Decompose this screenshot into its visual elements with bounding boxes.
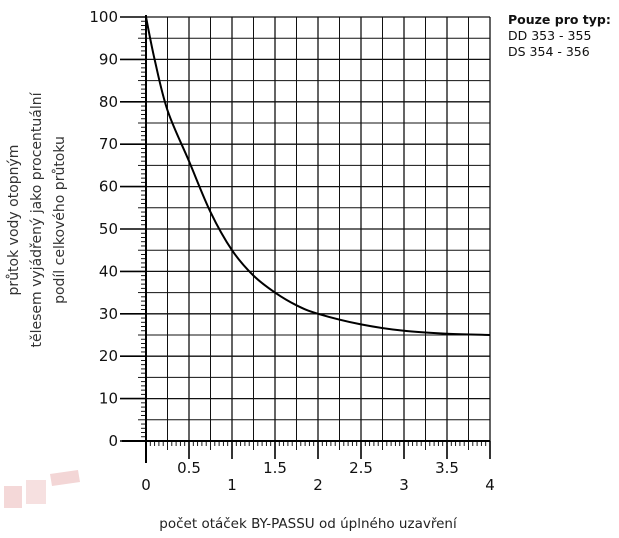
x-tick-label: 3.5	[435, 459, 459, 477]
y-tick-label: 0	[108, 432, 118, 450]
y-tick-label: 60	[99, 178, 118, 196]
x-tick-label: 2	[313, 476, 323, 494]
x-tick-label: 1.5	[263, 459, 287, 477]
type-note: Pouze pro typ: DD 353 - 355 DS 354 - 356	[508, 12, 611, 60]
x-tick-label: 1	[227, 476, 237, 494]
y-tick-label: 70	[99, 135, 118, 153]
y-tick-label: 50	[99, 220, 118, 238]
x-tick-label: 2.5	[349, 459, 373, 477]
y-tick-label: 90	[99, 50, 118, 68]
tick-labels: 0 10 20 30 40 50 60 70 80 90 100 0 0.5 1 1.5 2 2.5 3 3.5 4	[89, 8, 494, 494]
y-tick-label: 10	[99, 390, 118, 408]
y-tick-label: 100	[89, 8, 118, 26]
y-axis-title: průtok vody otopným tělesem vyjádřený ja…	[6, 91, 68, 347]
y-tick-label: 80	[99, 93, 118, 111]
x-axis-title: počet otáček BY-PASSU od úplného uzavřen…	[159, 516, 458, 532]
flow-curve	[145, 16, 491, 336]
type-note-line-2: DS 354 - 356	[508, 44, 590, 59]
x-tick-label: 0.5	[177, 459, 201, 477]
type-note-line-1: DD 353 - 355	[508, 28, 592, 43]
y-axis-title-line-1: průtok vody otopným	[6, 145, 22, 296]
axes	[120, 15, 491, 463]
type-note-title: Pouze pro typ:	[508, 12, 611, 27]
y-axis-title-line-3: podíl celkového průtoku	[52, 136, 68, 304]
y-tick-label: 30	[99, 305, 118, 323]
x-tick-label: 0	[141, 476, 151, 494]
x-tick-label: 3	[399, 476, 409, 494]
y-axis-title-line-2: tělesem vyjádřený jako procentuální	[29, 91, 45, 347]
series	[145, 16, 491, 336]
x-tick-label: 4	[485, 476, 495, 494]
watermark-logo	[4, 470, 80, 508]
y-tick-label: 20	[99, 347, 118, 365]
y-tick-label: 40	[99, 262, 118, 280]
grid	[145, 16, 491, 442]
